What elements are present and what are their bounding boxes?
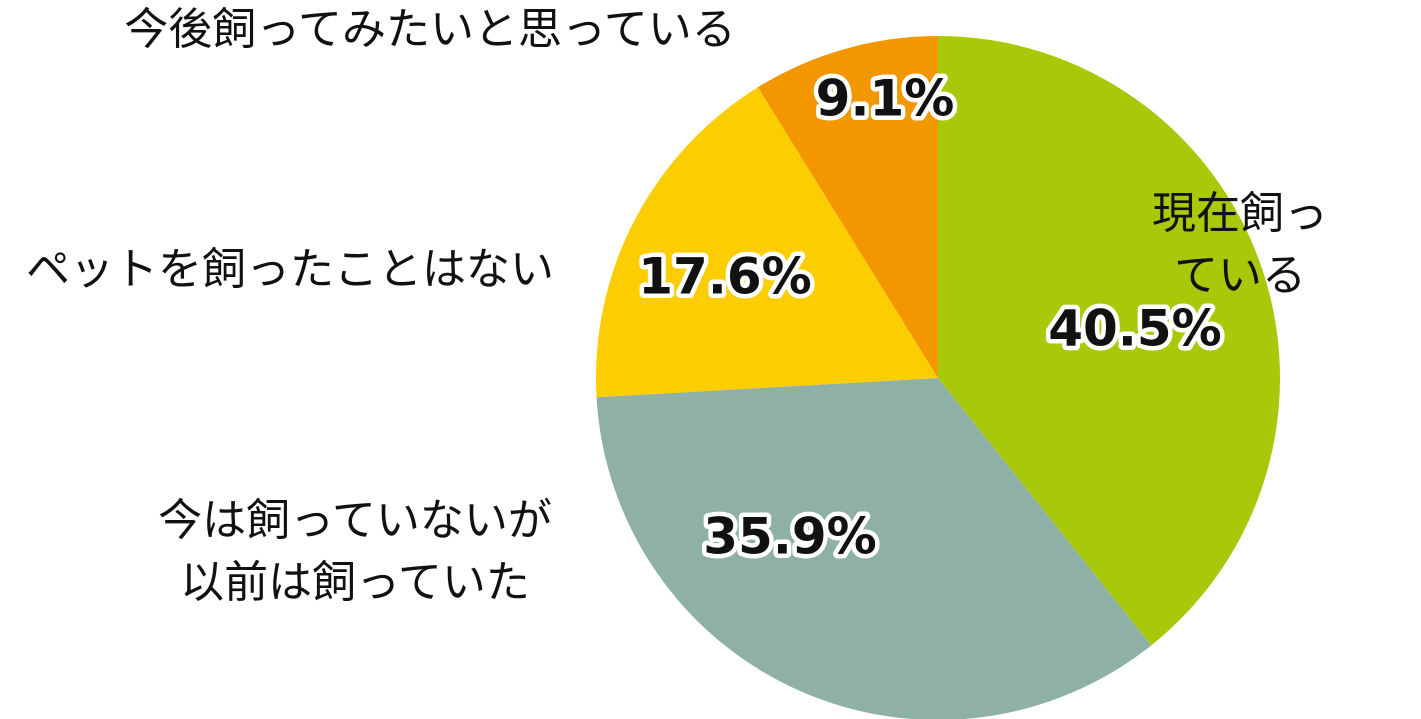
pie-slice bbox=[938, 36, 1281, 646]
category-label: 今は飼っていないが 以前は飼っていた bbox=[158, 495, 552, 608]
value-label: 40.5% bbox=[1048, 300, 1221, 358]
value-label: 9.1% bbox=[816, 70, 955, 128]
value-label: 17.6% bbox=[638, 248, 811, 306]
value-label: 35.9% bbox=[703, 508, 876, 566]
category-label: 今後飼ってみたいと思っている bbox=[124, 4, 736, 55]
pie-slice bbox=[757, 36, 938, 378]
pie-slice bbox=[596, 87, 938, 398]
category-label: 現在飼っている bbox=[1152, 188, 1328, 301]
pie-slice bbox=[596, 378, 1152, 719]
category-label: ペットを飼ったことはない bbox=[26, 244, 554, 295]
